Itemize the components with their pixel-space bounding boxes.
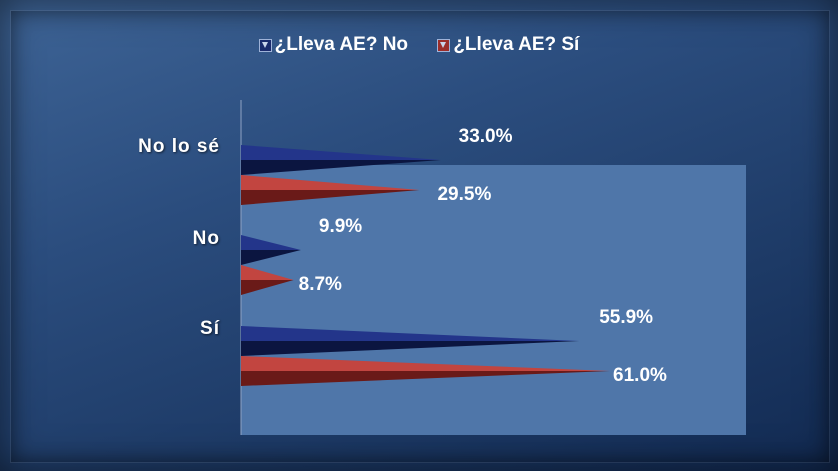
data-label-s--series1: 61.0% — [613, 365, 667, 386]
bars-group — [241, 145, 611, 386]
bar-no-series0-upper — [241, 235, 301, 250]
legend-label-no: ¿Lleva AE? No — [274, 34, 409, 55]
bar-s--series1-lower — [241, 371, 611, 386]
category-label-no: No — [192, 228, 220, 249]
data-label-s--series0: 55.9% — [599, 307, 653, 328]
legend-item-si: ¿Lleva AE? Sí — [437, 34, 579, 56]
data-label-no-series1: 8.7% — [299, 274, 342, 295]
bar-no-series1-upper — [241, 265, 294, 280]
category-label-no-lo-se: No lo sé — [138, 136, 220, 157]
legend-item-no: ¿Lleva AE? No — [258, 34, 409, 56]
bar-s--series0-upper — [241, 326, 580, 341]
category-label-si: Sí — [200, 318, 220, 339]
bar-no-lo-s--series1-lower — [241, 190, 420, 205]
data-label-no-lo-s--series0: 33.0% — [459, 126, 513, 147]
legend-swatch-si — [437, 38, 451, 52]
data-label-no-lo-s--series1: 29.5% — [437, 184, 491, 205]
bar-no-lo-s--series0-lower — [241, 160, 441, 175]
legend-swatch-no — [258, 38, 272, 52]
bar-s--series1-upper — [241, 356, 611, 371]
bar-no-series0-lower — [241, 250, 301, 265]
plot-area — [241, 165, 746, 435]
bar-s--series0-lower — [241, 341, 580, 356]
data-label-no-series0: 9.9% — [319, 216, 362, 237]
legend: ¿Lleva AE? No ¿Lleva AE? Sí — [0, 34, 838, 58]
data-labels-group: 33.0% 29.5% 9.9% 8.7% 55.9% 61.0% — [299, 126, 667, 386]
chart-bevel — [10, 10, 830, 463]
legend-label-si: ¿Lleva AE? Sí — [453, 34, 580, 55]
bar-no-lo-s--series0-upper — [241, 145, 441, 160]
bar-no-lo-s--series1-upper — [241, 175, 420, 190]
bar-no-series1-lower — [241, 280, 294, 295]
